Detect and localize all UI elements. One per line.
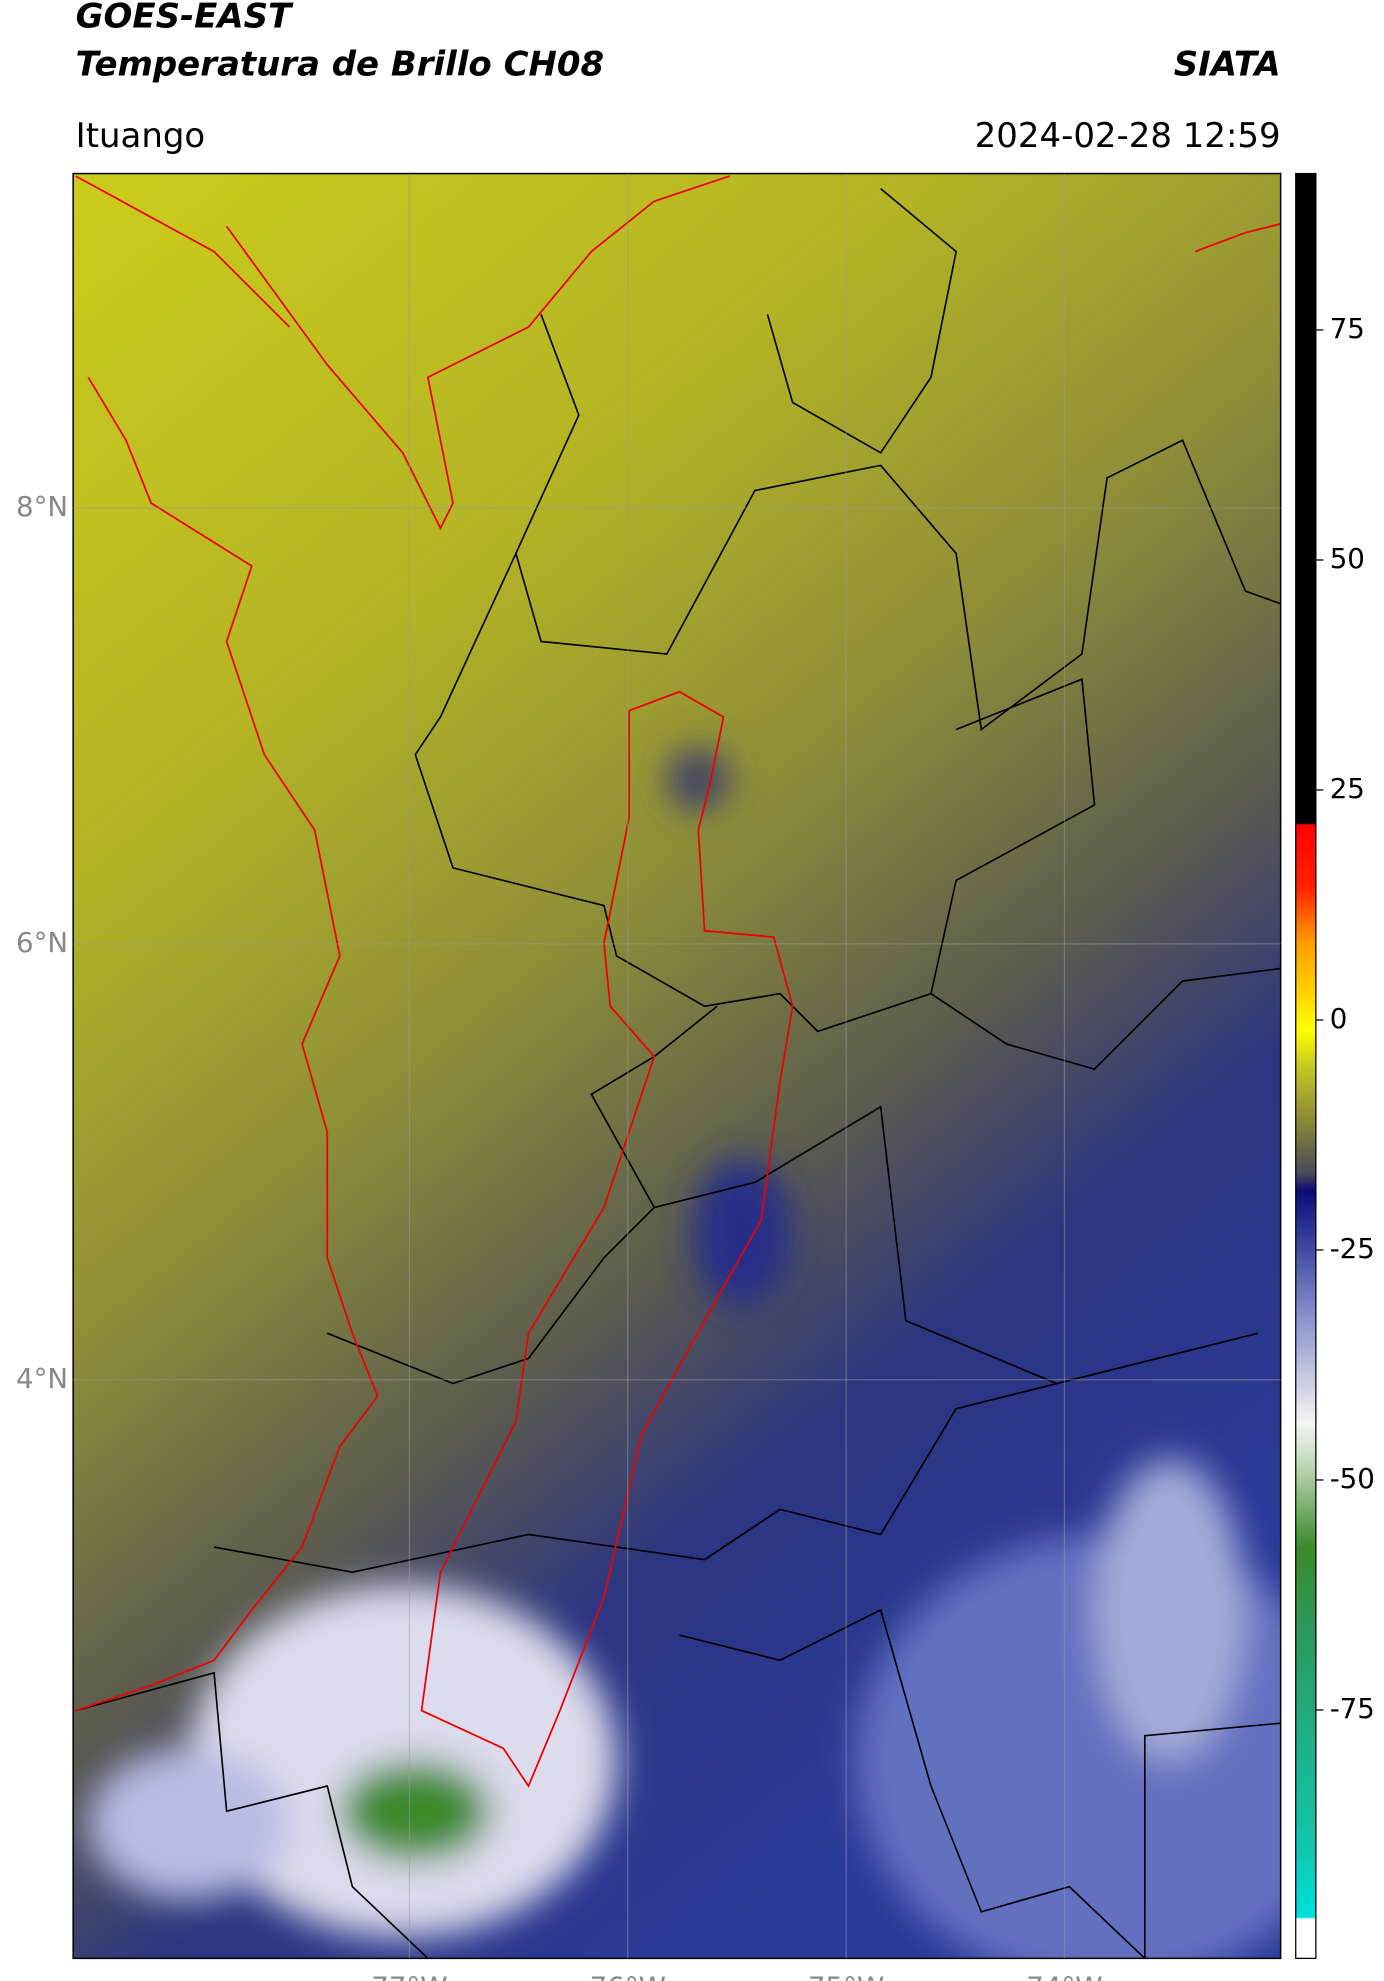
colorbar-tick-label: -50 <box>1330 1462 1375 1495</box>
colorbar-tick-label: 0 <box>1330 1002 1348 1035</box>
lon-tick-label: 74°W <box>1026 1971 1102 1981</box>
colorbar-tick-label: 75 <box>1330 312 1365 345</box>
lon-tick-label: 77°W <box>371 1971 447 1981</box>
colorbar <box>1295 172 1317 1959</box>
subtitle: Temperatura de Brillo CH08 <box>76 44 604 84</box>
title: GOES-EAST <box>76 0 294 37</box>
lon-tick-label: 75°W <box>808 1971 884 1981</box>
region: Ituango <box>76 116 206 156</box>
lat-tick-label: 6°N <box>16 926 68 959</box>
colorbar-tick-label: 50 <box>1330 542 1365 575</box>
colorbar-tick-label: -75 <box>1330 1692 1375 1725</box>
map <box>73 173 1281 1959</box>
source: SIATA <box>1174 44 1281 84</box>
lat-tick-label: 4°N <box>16 1362 68 1395</box>
datetime: 2024-02-28 12:59 <box>975 116 1281 156</box>
lon-tick-label: 76°W <box>590 1971 666 1981</box>
colorbar-tick-label: 25 <box>1330 772 1365 805</box>
lat-tick-label: 8°N <box>16 490 68 523</box>
colorbar-tick-label: -25 <box>1330 1232 1375 1265</box>
